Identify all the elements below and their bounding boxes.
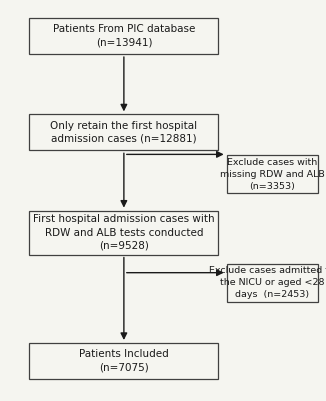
Text: Exclude cases admitted to
the NICU or aged <28
days  (n=2453): Exclude cases admitted to the NICU or ag… (209, 266, 326, 299)
Text: Only retain the first hospital
admission cases (n=12881): Only retain the first hospital admission… (50, 121, 198, 144)
FancyBboxPatch shape (29, 18, 218, 54)
FancyBboxPatch shape (227, 264, 318, 302)
FancyBboxPatch shape (227, 156, 318, 194)
Text: First hospital admission cases with
RDW and ALB tests conducted
(n=9528): First hospital admission cases with RDW … (33, 215, 215, 251)
FancyBboxPatch shape (29, 114, 218, 150)
Text: Patients From PIC database
(n=13941): Patients From PIC database (n=13941) (53, 24, 195, 48)
FancyBboxPatch shape (29, 211, 218, 255)
Text: Patients Included
(n=7075): Patients Included (n=7075) (79, 349, 169, 373)
FancyBboxPatch shape (29, 343, 218, 379)
Text: Exclude cases with
missing RDW and ALB
(n=3353): Exclude cases with missing RDW and ALB (… (220, 158, 325, 191)
